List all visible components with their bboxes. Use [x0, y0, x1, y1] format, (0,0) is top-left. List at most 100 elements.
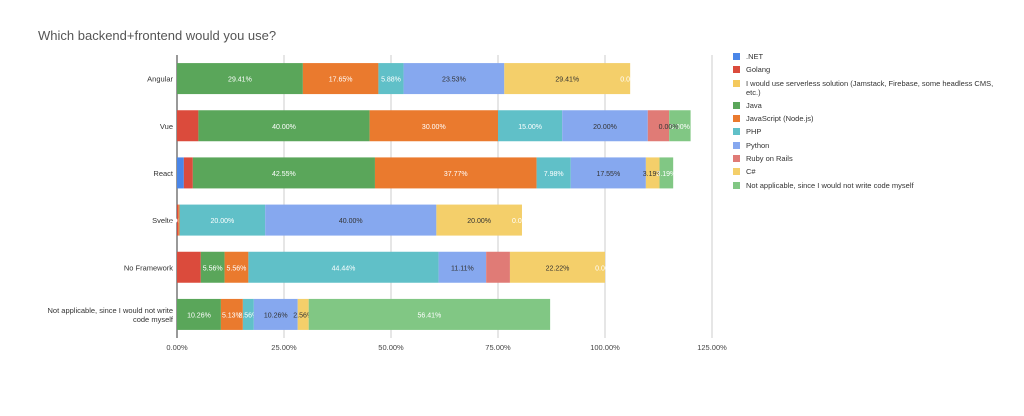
bar-segment	[178, 204, 180, 236]
legend-item: Golang	[733, 65, 998, 74]
bar-segment	[645, 157, 660, 189]
data-label: 56.41%	[418, 312, 442, 319]
bar-segment	[536, 157, 571, 189]
legend-item: Ruby on Rails	[733, 154, 998, 163]
legend-item: I would use serverless solution (Jamstac…	[733, 79, 998, 97]
data-label: 42.55%	[272, 171, 296, 178]
data-label: 5.56%	[227, 265, 247, 272]
legend-swatch	[733, 181, 740, 189]
bar-segment	[177, 63, 303, 95]
bar-segment	[297, 298, 309, 330]
data-label: 0.00%	[620, 77, 640, 84]
data-label: 0.00%	[512, 218, 532, 225]
legend-swatch	[733, 53, 740, 60]
bar-segment	[200, 251, 225, 283]
data-label: 20.00%	[467, 218, 491, 225]
bar-segment	[509, 251, 606, 283]
bar-segment	[192, 157, 375, 189]
legend-label: JavaScript (Node.js)	[746, 114, 814, 124]
legend-label: Java	[746, 100, 762, 110]
data-label: 22.22%	[546, 265, 570, 272]
legend-label: I would use serverless solution (Jamstac…	[746, 78, 994, 97]
bar-segment	[183, 157, 193, 189]
bar-segment	[242, 298, 254, 330]
data-label: 17.55%	[596, 171, 620, 178]
legend-swatch	[733, 66, 740, 74]
legend-label: .NET	[746, 52, 764, 61]
bar-segment	[374, 157, 537, 189]
legend-swatch	[733, 141, 740, 149]
legend-item: .NET	[733, 52, 998, 61]
legend-label: Ruby on Rails	[746, 154, 793, 164]
data-label: 20.00%	[210, 218, 234, 225]
bar-segment	[562, 110, 648, 142]
bar-segment	[177, 204, 179, 236]
legend-swatch	[733, 115, 740, 123]
bar-segment	[486, 251, 510, 283]
legend-item: Java	[733, 101, 998, 110]
data-label: 20.00%	[593, 124, 617, 131]
data-label: 7.98%	[544, 171, 564, 178]
x-tick-label: 25.00%	[271, 343, 297, 352]
data-label: 0.00%	[168, 218, 188, 225]
legend-item: C#	[733, 167, 998, 176]
bar-segment	[438, 251, 487, 283]
bar-segment	[302, 63, 379, 95]
data-label: 2.56%	[293, 312, 313, 319]
data-label: 40.00%	[272, 124, 296, 131]
data-label: 10.26%	[264, 312, 288, 319]
category-label: React	[153, 169, 174, 178]
bar-segment	[369, 110, 498, 142]
x-tick-label: 75.00%	[485, 343, 511, 352]
bar-segment	[436, 204, 522, 236]
category-label: Angular	[147, 75, 173, 84]
category-label: Not applicable, since I would not write c…	[48, 306, 174, 324]
data-label: 30.00%	[422, 124, 446, 131]
data-label: 5.00%	[670, 124, 690, 131]
legend-swatch	[733, 155, 740, 163]
bar-segment	[248, 251, 439, 283]
bar-segment	[198, 110, 370, 142]
bar-segment	[669, 110, 691, 142]
bar-segment	[224, 251, 249, 283]
bar-segment	[403, 63, 505, 95]
legend-item: PHP	[733, 127, 998, 136]
category-label: Vue	[160, 122, 173, 131]
legend-item: JavaScript (Node.js)	[733, 114, 998, 123]
bar-segment	[659, 157, 674, 189]
data-label: 29.41%	[228, 77, 252, 84]
data-label: 11.11%	[451, 265, 474, 272]
data-label: 0.00%	[659, 124, 679, 131]
x-tick-label: 100.00%	[590, 343, 620, 352]
legend-swatch	[733, 128, 740, 136]
data-label: 44.44%	[332, 265, 356, 272]
data-label: 5.88%	[381, 77, 401, 84]
data-label: 17.65%	[329, 77, 353, 84]
legend-label: PHP	[746, 127, 762, 137]
x-tick-label: 0.00%	[166, 343, 188, 352]
data-label: 2.56%	[238, 312, 258, 319]
data-label: 10.26%	[187, 312, 211, 319]
data-label: 23.53%	[442, 77, 466, 84]
legend-swatch	[733, 101, 740, 109]
bar-segment	[308, 298, 551, 330]
data-label: 3.19%	[656, 171, 676, 178]
legend-item: Not applicable, since I would not write …	[733, 181, 998, 190]
category-label: Svelte	[152, 216, 173, 225]
data-label: 15.00%	[518, 124, 542, 131]
x-tick-label: 50.00%	[378, 343, 404, 352]
legend-label: Not applicable, since I would not write …	[746, 180, 914, 190]
bar-segment	[647, 110, 670, 142]
data-label: 3.19%	[643, 171, 663, 178]
bar-segment	[378, 63, 404, 95]
legend-label: C#	[746, 167, 756, 177]
legend-swatch	[733, 168, 740, 176]
data-label: 0.00%	[595, 265, 615, 272]
x-tick-label: 125.00%	[697, 343, 727, 352]
legend-swatch	[733, 79, 740, 87]
category-label: No Framework	[124, 263, 173, 272]
bar-segment	[179, 204, 266, 236]
bar-segment	[177, 298, 221, 330]
legend-label: Python	[746, 140, 770, 150]
